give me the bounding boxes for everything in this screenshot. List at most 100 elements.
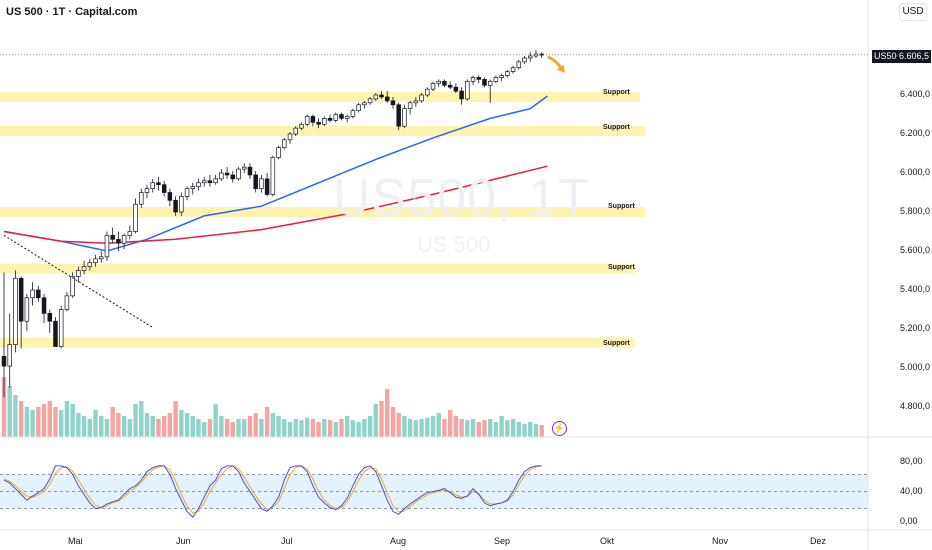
candle-body[interactable] [224,172,230,176]
candle-body[interactable] [430,82,436,90]
candle-body[interactable] [482,79,487,86]
candle-body[interactable] [184,188,190,197]
candle-body[interactable] [442,80,447,86]
candle-body[interactable] [58,309,64,347]
candle-body[interactable] [476,77,482,80]
candle-body[interactable] [453,86,459,92]
candle-body[interactable] [522,57,527,63]
volume-bar [139,401,144,437]
candle-body[interactable] [236,168,241,180]
candle-body[interactable] [322,118,327,125]
y-tick-label: 6.200,0 [900,128,931,138]
candle-body[interactable] [447,84,453,88]
candle-body[interactable] [156,182,161,186]
candle-body[interactable] [167,192,173,201]
candle-body[interactable] [70,276,75,297]
candle-body[interactable] [527,55,533,59]
candle-body[interactable] [310,116,316,123]
candle-body[interactable] [41,297,47,314]
candle-body[interactable] [81,266,87,271]
candle-body[interactable] [465,80,470,100]
candle-body[interactable] [241,166,247,170]
candle-body[interactable] [270,157,276,195]
candle-body[interactable] [362,102,367,106]
candle-body[interactable] [196,182,201,188]
support-label: Support [603,340,630,347]
candle-body[interactable] [93,258,98,264]
candle-body[interactable] [98,256,104,260]
candle-body[interactable] [459,90,464,100]
candle-body[interactable] [499,75,504,78]
candle-body[interactable] [127,231,133,236]
candle-body[interactable] [179,196,184,213]
candle-body[interactable] [304,116,310,125]
candle-body[interactable] [76,270,81,277]
candle-body[interactable] [356,104,361,111]
candle-body[interactable] [493,77,499,82]
candle-body[interactable] [207,180,213,184]
candle-body[interactable] [276,147,281,158]
candle-body[interactable] [373,94,379,100]
candle-body[interactable] [419,94,424,102]
candle-body[interactable] [230,174,236,180]
candle-body[interactable] [144,188,150,193]
candle-body[interactable] [116,238,121,244]
candle-body[interactable] [110,235,115,240]
candle-body[interactable] [104,235,110,258]
candle-body[interactable] [47,313,53,322]
candle-body[interactable] [402,108,407,127]
candle-body[interactable] [516,61,522,69]
candle-body[interactable] [413,100,419,104]
candle-body[interactable] [299,123,304,129]
candle-body[interactable] [121,235,127,244]
candle-body[interactable] [133,203,138,232]
candle-body[interactable] [201,180,207,184]
candle-body[interactable] [384,96,390,102]
candlesticks[interactable] [1,50,544,398]
candle-body[interactable] [379,94,384,98]
candle-body[interactable] [1,355,7,367]
candle-body[interactable] [264,178,270,195]
candle-body[interactable] [53,320,58,347]
currency-button[interactable]: USD [899,3,927,21]
candle-body[interactable] [470,77,476,82]
candle-body[interactable] [425,88,430,96]
candle-body[interactable] [253,174,258,189]
candle-body[interactable] [24,297,30,322]
candle-body[interactable] [13,277,18,345]
candle-body[interactable] [219,172,224,180]
y-tick-label: 4.800,0 [900,401,931,411]
candle-body[interactable] [87,262,93,267]
candle-body[interactable] [282,139,287,149]
candle-body[interactable] [316,121,321,125]
candle-body[interactable] [64,295,70,310]
candle-body[interactable] [505,71,510,76]
candle-body[interactable] [213,178,218,184]
candle-body[interactable] [339,114,344,119]
candle-body[interactable] [487,80,493,86]
candle-body[interactable] [259,178,264,189]
candle-body[interactable] [333,114,339,121]
candle-body[interactable] [396,104,401,127]
candle-body[interactable] [287,133,293,141]
candle-body[interactable] [293,127,298,135]
candle-body[interactable] [407,102,413,110]
candle-body[interactable] [139,192,144,205]
candle-body[interactable] [350,110,356,117]
candle-body[interactable] [161,184,167,193]
candle-body[interactable] [390,100,396,106]
candle-body[interactable] [7,344,12,367]
candle-body[interactable] [247,166,253,176]
candle-body[interactable] [30,289,35,299]
candle-body[interactable] [36,289,41,299]
candle-body[interactable] [436,80,441,84]
candle-body[interactable] [173,199,178,213]
candle-body[interactable] [150,182,155,189]
candle-body[interactable] [190,186,196,189]
lightning-icon[interactable]: ⚡ [552,421,567,436]
candle-body[interactable] [327,118,333,121]
candle-body[interactable] [510,67,516,72]
candle-body[interactable] [18,277,24,322]
candle-body[interactable] [344,116,350,119]
candle-body[interactable] [367,98,373,104]
